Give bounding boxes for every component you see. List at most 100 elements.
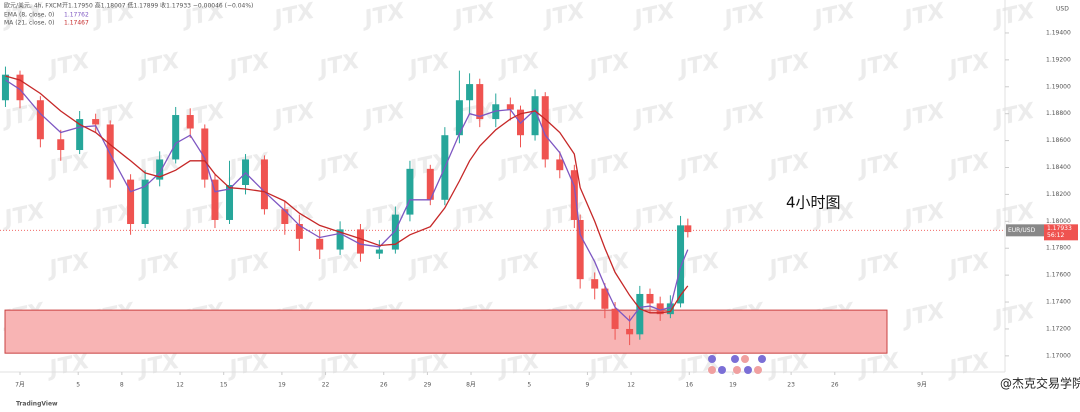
event-icons	[708, 355, 766, 374]
candle-body	[391, 214, 399, 250]
x-tick-label: 22	[322, 382, 330, 389]
candle-body	[76, 119, 84, 151]
y-tick-label: 1.19000	[1046, 83, 1071, 90]
price-label: 1.17933	[1047, 225, 1072, 232]
y-tick-label: 1.17200	[1046, 325, 1071, 332]
watermark: JTX	[853, 49, 902, 83]
watermark: JTX	[898, 99, 947, 133]
candle-body	[1, 74, 9, 101]
y-tick-label: 1.18200	[1046, 191, 1071, 198]
candle-body	[541, 96, 549, 160]
brand: TradingView	[16, 401, 58, 408]
watermark: JTX	[223, 349, 272, 383]
candle-body	[336, 229, 344, 250]
watermark: JTX	[853, 349, 902, 383]
y-tick-label: 1.19400	[1046, 29, 1071, 36]
x-tick-label: 9月	[917, 382, 927, 389]
candle-body	[684, 225, 692, 233]
x-tick-label: 12	[627, 382, 635, 389]
watermark: JTX	[898, 0, 947, 33]
watermark: JTX	[313, 149, 362, 183]
candle-body	[57, 139, 65, 151]
y-tick-label: 1.18000	[1046, 218, 1071, 225]
watermark: JTX	[223, 249, 272, 283]
watermark: JTX	[493, 149, 542, 183]
watermark: JTX	[268, 0, 317, 33]
candle-body	[36, 100, 44, 140]
watermark: JTX	[43, 49, 92, 83]
candle-body	[141, 179, 149, 225]
candle-body	[16, 74, 24, 101]
watermark: JTX	[808, 99, 857, 133]
price-box	[1044, 224, 1078, 241]
candle-body	[426, 168, 434, 200]
legend-value: 1.17467	[64, 20, 89, 27]
watermark: JTX	[943, 149, 992, 183]
watermark: JTX	[673, 349, 722, 383]
countdown-label: 56:12	[1047, 232, 1064, 239]
candle-body	[656, 303, 664, 315]
watermark: JTX	[853, 149, 902, 183]
watermark: JTX	[448, 0, 497, 33]
watermark: JTX	[763, 349, 812, 383]
y-tick-label: 1.18800	[1046, 110, 1071, 117]
watermark: JTX	[178, 199, 227, 233]
candle-body	[281, 209, 289, 225]
candle-body	[570, 170, 578, 220]
candle-body	[576, 219, 584, 280]
candle-body	[556, 159, 564, 171]
watermark: JTX	[808, 0, 857, 33]
x-tick-label: 19	[278, 382, 286, 389]
watermark: JTX	[358, 99, 407, 133]
x-tick-label: 7月	[15, 382, 25, 389]
x-tick-label: 29	[424, 382, 432, 389]
watermark: JTX	[358, 199, 407, 233]
x-tick-label: 9	[586, 382, 590, 389]
ohlc-text: 开1.17950 高1.18007 低1.17899 收1.17933 −0.0…	[62, 2, 253, 10]
watermark: JTX	[133, 49, 182, 83]
watermark: JTX	[493, 49, 542, 83]
watermark: JTX	[403, 249, 452, 283]
watermark: JTX	[763, 249, 812, 283]
watermark: JTX	[493, 349, 542, 383]
y-tick-label: 1.18400	[1046, 164, 1071, 171]
watermark: JTX	[943, 349, 992, 383]
candle-body	[127, 179, 135, 225]
watermark: JTX	[583, 349, 632, 383]
watermark: JTX	[538, 0, 587, 33]
candle-body	[316, 238, 324, 250]
x-tick-label: 26	[380, 382, 388, 389]
x-tick-label: 12	[176, 382, 184, 389]
candle-body	[172, 115, 180, 160]
y-tick-label: 1.19200	[1046, 56, 1071, 63]
watermark: JTX	[178, 99, 227, 133]
candle-body	[626, 328, 634, 335]
x-tick-label: 5	[76, 382, 80, 389]
chart-title: 欧元/美元, 4h, FXCM	[4, 2, 62, 10]
watermark: JTX	[988, 299, 1037, 333]
watermark: JTX	[673, 49, 722, 83]
x-tick-label: 16	[685, 382, 693, 389]
candle-body	[666, 303, 674, 315]
watermark: JTX	[763, 149, 812, 183]
legend-name: EMA (8, close, 0)	[4, 12, 54, 19]
y-tick-label: 1.18600	[1046, 137, 1071, 144]
candle-body	[106, 124, 114, 180]
candle-body	[356, 229, 364, 254]
watermark: JTX	[448, 199, 497, 233]
watermark: JTX	[313, 249, 362, 283]
zone	[4, 309, 888, 354]
watermark: JTX	[628, 199, 677, 233]
watermark: JTX	[0, 199, 48, 233]
watermark: JTX	[943, 249, 992, 283]
watermark: JTX	[718, 199, 767, 233]
x-tick-label: 23	[787, 382, 795, 389]
candle-body	[591, 279, 599, 289]
x-tick-label: 19	[729, 382, 737, 389]
candle-body	[406, 168, 414, 215]
legend-name: MA (21, close, 0)	[4, 20, 54, 27]
candle-body	[531, 96, 539, 136]
x-tick-label: 5	[527, 382, 531, 389]
candle-body	[611, 308, 619, 329]
